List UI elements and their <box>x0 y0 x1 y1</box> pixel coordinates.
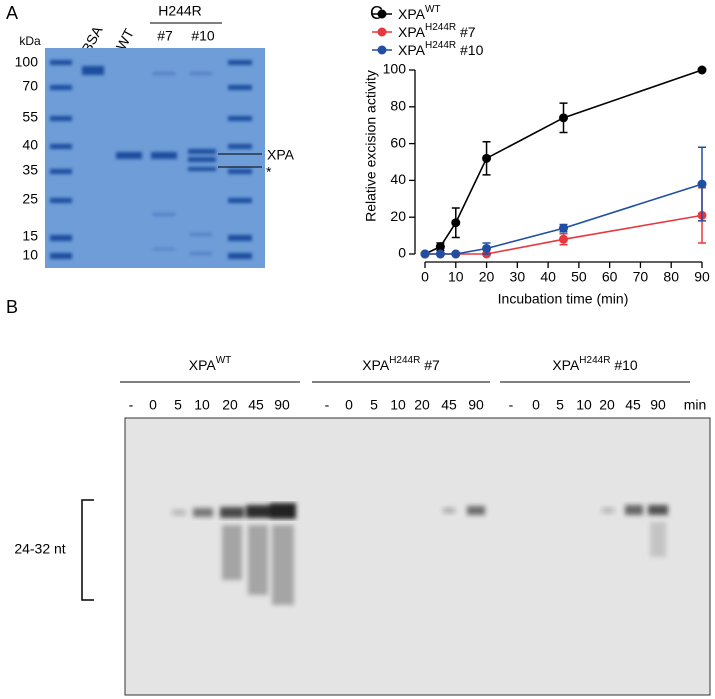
lane-label: 45 <box>441 397 457 413</box>
label-sup: H244R <box>425 40 456 51</box>
lane-label: 20 <box>599 397 615 413</box>
lane-label: 0 <box>345 397 353 413</box>
x-tick-label: 20 <box>479 269 495 285</box>
x-tick-label: 40 <box>540 269 556 285</box>
legend-marker <box>377 45 387 55</box>
coomassie-gel <box>45 48 265 268</box>
band-label: XPA <box>267 147 295 163</box>
lane-label: 45 <box>625 397 641 413</box>
lane-label: 5 <box>556 397 564 413</box>
x-tick-label: 30 <box>510 269 526 285</box>
point <box>697 65 707 75</box>
legend-marker <box>377 27 387 37</box>
y-tick-label: 60 <box>390 134 406 150</box>
x-tick-label: 80 <box>663 269 679 285</box>
unit-label: kDa <box>19 34 41 48</box>
lane-label: - <box>509 397 514 413</box>
point <box>482 243 492 253</box>
point <box>451 218 461 228</box>
lane-label: 90 <box>468 397 484 413</box>
group-label: H244R <box>158 3 202 19</box>
point <box>559 234 568 244</box>
lane-label: #7 <box>157 28 173 44</box>
lane-label: 20 <box>414 397 430 413</box>
label-suffix: #10 <box>456 42 483 58</box>
lane-label: 90 <box>274 397 290 413</box>
legend-marker <box>377 9 387 19</box>
label-sup: H244R <box>425 22 456 33</box>
lane-label: 10 <box>194 397 210 413</box>
x-tick-label: 50 <box>571 269 587 285</box>
y-tick-label: 40 <box>390 171 406 187</box>
marker-label: 55 <box>22 109 38 125</box>
marker-label: 70 <box>22 78 38 94</box>
point <box>559 223 568 233</box>
x-tick-label: 0 <box>421 269 429 285</box>
group-label: XPAWT <box>189 355 232 373</box>
label-text: XPA <box>398 24 426 40</box>
marker-label: 25 <box>22 191 38 207</box>
label-sup: H244R <box>579 355 610 366</box>
lane-label: 5 <box>370 397 378 413</box>
label-suffix: #7 <box>420 357 440 373</box>
label-suffix: #7 <box>456 24 476 40</box>
lane-label: - <box>129 397 134 413</box>
lane-label: 0 <box>532 397 540 413</box>
lane-label: 10 <box>390 397 406 413</box>
y-tick-label: 0 <box>398 245 406 261</box>
lane-label: 45 <box>248 397 264 413</box>
y-tick-label: 100 <box>383 61 407 77</box>
legend-label: XPAWT <box>398 4 441 22</box>
x-tick-label: 70 <box>633 269 649 285</box>
point <box>435 249 445 259</box>
y-axis-label: Relative excision activity <box>363 70 379 222</box>
x-tick-label: 10 <box>448 269 464 285</box>
lane-label: #10 <box>191 28 215 44</box>
panel-label: B <box>6 297 18 317</box>
legend-label: XPAH244R #10 <box>398 40 484 58</box>
lane-label: - <box>325 397 330 413</box>
point <box>451 249 461 259</box>
label-sup: H244R <box>389 355 420 366</box>
x-axis-label: Incubation time (min) <box>498 291 629 307</box>
point <box>482 153 492 163</box>
marker-label: 15 <box>22 228 38 244</box>
label-sup: WT <box>216 355 232 366</box>
panel-label: A <box>6 3 18 23</box>
autoradiograph <box>124 417 711 696</box>
label-text: XPA <box>398 6 426 22</box>
marker-label: 10 <box>22 247 38 263</box>
lane-label: 5 <box>174 397 182 413</box>
marker-label: 100 <box>15 54 39 70</box>
group-label: XPAH244R #10 <box>552 355 638 373</box>
band-label: * <box>266 164 272 180</box>
label-sup: WT <box>425 4 441 15</box>
group-label: XPAH244R #7 <box>362 355 440 373</box>
label-text: XPA <box>362 357 390 373</box>
x-tick-label: 90 <box>694 269 710 285</box>
lane-label: 0 <box>149 397 157 413</box>
point <box>697 179 707 189</box>
label-text: XPA <box>189 357 217 373</box>
unit-label: min <box>684 397 707 413</box>
x-tick-label: 60 <box>602 269 618 285</box>
point <box>559 113 568 123</box>
marker-labels: 100 70 55 40 35 25 15 10 <box>15 54 39 263</box>
label-text: XPA <box>552 357 580 373</box>
point <box>435 242 445 252</box>
marker-label: 40 <box>22 137 38 153</box>
marker-label: 35 <box>22 162 38 178</box>
lane-label: 90 <box>650 397 666 413</box>
bracket-label: 24-32 nt <box>14 541 65 557</box>
point <box>420 249 430 259</box>
bracket <box>81 499 94 601</box>
label-suffix: #10 <box>610 357 637 373</box>
y-tick-label: 20 <box>390 208 406 224</box>
y-tick-label: 80 <box>390 98 406 114</box>
legend-label: XPAH244R #7 <box>398 22 476 40</box>
label-text: XPA <box>398 42 426 58</box>
lane-label: 10 <box>576 397 592 413</box>
lane-label: 20 <box>222 397 238 413</box>
